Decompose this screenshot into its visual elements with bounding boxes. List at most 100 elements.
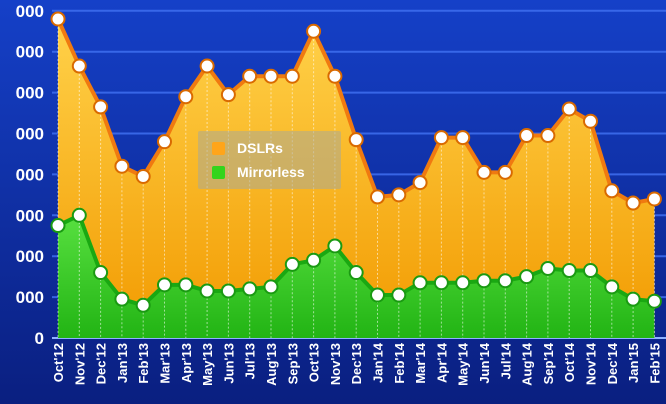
x-tick-label: Aug'13 [264, 343, 279, 386]
mirrorless-point [476, 273, 492, 289]
x-tick-label: Oct'14 [562, 342, 577, 382]
mirrorless-point [220, 283, 236, 299]
x-tick-layer: Oct'12 Nov'12 Dec'12 Jan'13 Feb'13 Mar'13 Apr'… [51, 342, 662, 386]
mirrorless-point [519, 269, 535, 285]
mirrorless-point [561, 263, 577, 279]
x-tick-label: Feb'14 [392, 342, 407, 383]
dslr-point [242, 68, 258, 84]
x-tick-label: Jan'15 [626, 343, 641, 383]
legend-item-mirrorless: Mirrorless [212, 164, 305, 180]
x-tick-label: Aug'14 [520, 342, 535, 386]
dslr-point [561, 101, 577, 117]
dslr-point [412, 175, 428, 191]
mirrorless-point [50, 218, 66, 234]
x-tick-label: Dec'14 [605, 342, 620, 384]
y-tick-label: 000 [16, 43, 44, 62]
mirrorless-point [71, 207, 87, 223]
mirrorless-point [412, 275, 428, 291]
mirrorless-point [433, 275, 449, 291]
y-tick-label: 000 [16, 247, 44, 266]
x-tick-label: Jun'13 [221, 343, 236, 384]
dslr-point [646, 191, 662, 207]
dslr-point [604, 183, 620, 199]
dslr-point [327, 68, 343, 84]
mirrorless-point [583, 263, 598, 279]
mirrorless-point [327, 238, 343, 254]
mirrorless-point [391, 287, 407, 303]
dslr-point [519, 128, 535, 144]
y-tick-label: 000 [16, 288, 44, 307]
x-tick-label: Feb'15 [647, 343, 662, 384]
legend: DSLRs Mirrorless [198, 131, 341, 189]
point-layer [50, 11, 662, 313]
y-tick-label: 000 [16, 84, 44, 103]
x-tick-label: Sep'13 [285, 343, 300, 384]
dslr-point [157, 134, 172, 150]
y-tick-label: 000 [16, 2, 44, 21]
mirrorless-point [114, 291, 130, 307]
legend-label-mirrorless: Mirrorless [237, 164, 305, 180]
y-tick-label: 000 [16, 165, 44, 184]
x-tick-label: May'13 [200, 343, 215, 386]
dslr-point [370, 189, 385, 205]
dslr-point [50, 11, 66, 27]
y-tick-label: 000 [16, 125, 44, 144]
mirrorless-point [625, 291, 641, 307]
mirrorless-point [540, 260, 556, 276]
x-tick-label: Sep'14 [541, 342, 556, 384]
x-tick-label: Jul'14 [498, 342, 513, 379]
dslr-point [135, 168, 151, 184]
x-tick-label: Jul'13 [243, 343, 258, 379]
x-tick-label: Apr'13 [179, 343, 194, 383]
x-tick-label: Jan'13 [115, 343, 130, 383]
x-tick-label: Oct'12 [51, 343, 66, 382]
x-tick-label: Mar'14 [413, 342, 428, 383]
x-tick-label: Nov'13 [328, 343, 343, 385]
dslr-point [476, 164, 492, 180]
dslr-point [93, 99, 109, 115]
dslr-point [348, 132, 364, 148]
dslr-point [625, 195, 641, 211]
x-tick-label: Mar'13 [158, 343, 173, 384]
dslr-point [497, 164, 513, 180]
mirrorless-point [135, 297, 151, 313]
dslr-point [284, 68, 300, 84]
mirrorless-point [370, 287, 385, 303]
legend-label-dslrs: DSLRs [237, 140, 283, 156]
legend-item-dslrs: DSLRs [212, 140, 283, 156]
dslr-point [433, 130, 449, 146]
dslr-point [263, 68, 279, 84]
dslr-point [540, 128, 556, 144]
dslr-point [306, 23, 322, 39]
x-tick-label: Dec'12 [94, 343, 109, 384]
dslr-point [178, 89, 194, 105]
dslr-point [199, 58, 215, 74]
mirrorless-point [604, 279, 620, 295]
mirrorless-point [646, 293, 662, 309]
dslr-point [71, 58, 87, 74]
x-tick-label: Nov'12 [72, 343, 87, 385]
x-tick-label: May'14 [456, 342, 471, 386]
legend-swatch-dslrs [212, 141, 225, 155]
mirrorless-point [348, 265, 364, 281]
x-tick-label: Jan'14 [371, 342, 386, 383]
dslr-point [391, 187, 407, 203]
mirrorless-point [199, 283, 215, 299]
mirrorless-point [93, 265, 109, 281]
x-tick-label: Jun'14 [477, 342, 492, 383]
x-tick-label: Dec'13 [349, 343, 364, 384]
dslr-point [114, 158, 130, 174]
y-tick-label: 0 [35, 329, 44, 348]
dslr-point [220, 87, 236, 103]
mirrorless-point [497, 273, 513, 289]
mirrorless-point [157, 277, 172, 293]
mirrorless-point [263, 279, 279, 295]
dslr-point [583, 113, 598, 129]
x-tick-label: Oct'13 [307, 343, 322, 382]
y-tick-label: 000 [16, 206, 44, 225]
mirrorless-point [242, 281, 258, 297]
mirrorless-point [306, 252, 322, 268]
